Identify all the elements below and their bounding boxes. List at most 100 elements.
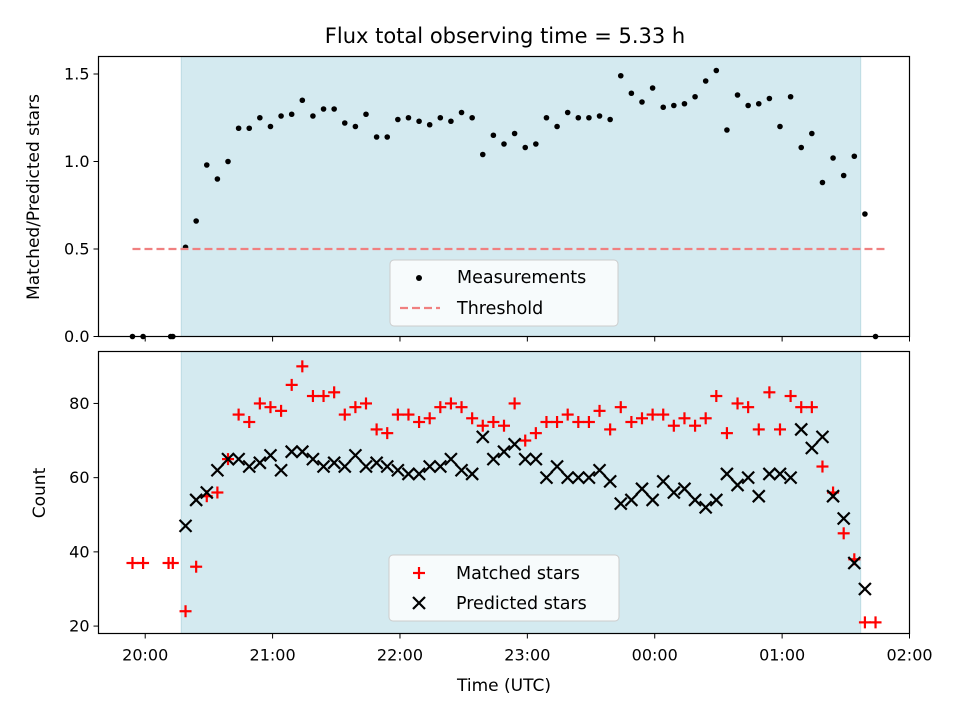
- matched-stars-point: [391, 408, 404, 421]
- predicted-stars-point: [656, 474, 671, 489]
- measurement-point: [267, 123, 274, 130]
- predicted-stars-point: [306, 452, 320, 466]
- predicted-stars-point: [221, 452, 235, 466]
- matched-stars-point: [166, 557, 179, 569]
- matched-stars-point: [306, 390, 319, 403]
- measurement-point: [278, 113, 284, 119]
- measurement-point: [628, 90, 635, 97]
- matched-stars-point: [816, 460, 829, 473]
- measurement-point: [554, 123, 560, 130]
- measurement-point: [352, 123, 359, 130]
- measurement-point: [809, 130, 815, 137]
- legend-threshold-label: Threshold: [456, 299, 543, 319]
- predicted-stars-point: [422, 459, 437, 474]
- x-tick-label: 00:00: [632, 646, 678, 665]
- matched-stars-point: [487, 416, 500, 428]
- measurement-point: [787, 93, 794, 100]
- measurement-point: [649, 85, 656, 91]
- predicted-stars-point: [858, 582, 872, 596]
- measurement-point: [851, 153, 858, 160]
- predicted-stars-point: [624, 493, 639, 507]
- measurement-point: [681, 100, 688, 107]
- y-tick-label: 60: [69, 468, 89, 487]
- predicted-stars-point: [783, 470, 798, 485]
- predicted-stars-point: [433, 459, 448, 474]
- predicted-stars-point: [486, 452, 501, 466]
- matched-stars-point: [752, 423, 765, 436]
- predicted-stars-point: [348, 448, 363, 463]
- matched-stars-point: [551, 416, 564, 428]
- measurement-point: [575, 114, 582, 121]
- measurement-point: [384, 134, 391, 140]
- measurement-point: [193, 218, 199, 224]
- bottom-panel-ylabel: Count: [30, 467, 50, 518]
- predicted-stars-point: [518, 452, 533, 466]
- predicted-stars-point: [231, 452, 246, 466]
- matched-stars-point: [275, 404, 288, 417]
- predicted-stars-point: [359, 459, 373, 474]
- matched-stars-point: [667, 419, 680, 432]
- x-tick-label: 02:00: [886, 646, 932, 665]
- matched-stars-point: [476, 419, 489, 432]
- matched-stars-point: [646, 408, 659, 421]
- predicted-stars-point: [391, 463, 405, 478]
- predicted-stars-point: [709, 493, 724, 507]
- measurement-point: [363, 111, 369, 118]
- predicted-stars-point: [847, 556, 862, 570]
- predicted-stars-point: [794, 422, 809, 437]
- measurement-point: [724, 127, 730, 133]
- matched-stars-point: [635, 412, 648, 425]
- matched-stars-point: [869, 616, 882, 629]
- matched-stars-point: [657, 408, 670, 421]
- matched-stars-point: [678, 412, 691, 425]
- predicted-stars-point: [550, 459, 564, 474]
- measurement-point: [320, 106, 327, 112]
- matched-stars-point: [572, 416, 585, 428]
- legend-predicted-marker: [412, 596, 426, 610]
- measurement-point: [511, 130, 518, 137]
- measurement-point: [777, 123, 783, 130]
- predicted-stars-point: [189, 493, 203, 507]
- matched-stars-point: [529, 427, 542, 440]
- measurement-point: [564, 109, 571, 116]
- matched-stars-point: [338, 408, 351, 421]
- measurement-point: [416, 118, 422, 125]
- predicted-stars-point: [603, 474, 617, 489]
- bottom-panel-legend: Matched stars Predicted stars: [388, 554, 620, 622]
- matched-stars-point: [784, 390, 797, 403]
- matched-stars-point: [190, 560, 203, 573]
- measurement-point: [235, 125, 242, 132]
- matched-stars-point: [328, 386, 341, 399]
- legend-matched-marker: [413, 567, 425, 579]
- top-panel-frame: [97, 55, 911, 338]
- matched-stars-point: [444, 397, 457, 410]
- x-tick-label: 21:00: [250, 646, 296, 665]
- measurement-point: [490, 132, 497, 139]
- bottom-panel-frame: [97, 350, 911, 635]
- x-tick-label: 22:00: [377, 646, 423, 665]
- y-tick-label: 1.5: [64, 65, 89, 84]
- predicted-stars-point: [295, 444, 310, 459]
- predicted-stars-point: [274, 463, 288, 478]
- measurement-point: [203, 162, 210, 168]
- predicted-stars-point: [401, 467, 416, 481]
- predicted-stars-point: [497, 444, 511, 459]
- measurement-point: [660, 104, 667, 111]
- matched-stars-point: [508, 397, 521, 410]
- matched-stars-point: [742, 401, 755, 414]
- matched-stars-point: [614, 401, 627, 414]
- measurement-point: [288, 111, 295, 118]
- bottom-panel-axes: 20 40 60 80 20:00 21:00 22:00 23:00 00:00 01:00 02…: [69, 394, 932, 665]
- measurement-point: [586, 114, 592, 121]
- matched-stars-point: [625, 416, 638, 428]
- measurement-point: [596, 113, 603, 119]
- predicted-stars-point: [815, 430, 830, 444]
- predicted-stars-point: [454, 463, 469, 478]
- measurement-point: [734, 92, 741, 98]
- x-tick-label: 20:00: [122, 646, 168, 665]
- matched-stars-point: [285, 378, 298, 391]
- measurement-point: [692, 93, 698, 100]
- matched-stars-point: [317, 390, 330, 403]
- matched-stars-point: [296, 360, 309, 373]
